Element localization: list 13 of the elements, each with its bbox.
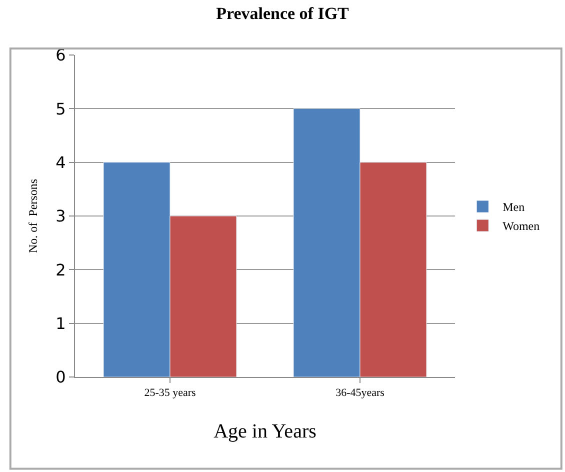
y-tick-label: 0 [56, 368, 66, 387]
x-tick-label: 36-45years [336, 387, 384, 400]
y-axis-title: No. of Persons [26, 178, 40, 253]
y-tick-label: 5 [56, 99, 66, 118]
y-tick-label: 2 [56, 260, 66, 280]
y-tick-label: 4 [56, 152, 66, 172]
legend-label: Women [502, 219, 540, 234]
y-tick-label: 1 [56, 314, 66, 333]
legend-label: Men [502, 200, 525, 214]
x-axis-title: Age in Years [214, 420, 317, 443]
x-tick-label: 25-35 years [144, 387, 196, 400]
chart-title: Prevalence of IGT [216, 4, 350, 23]
y-tick-label: 3 [56, 206, 66, 226]
